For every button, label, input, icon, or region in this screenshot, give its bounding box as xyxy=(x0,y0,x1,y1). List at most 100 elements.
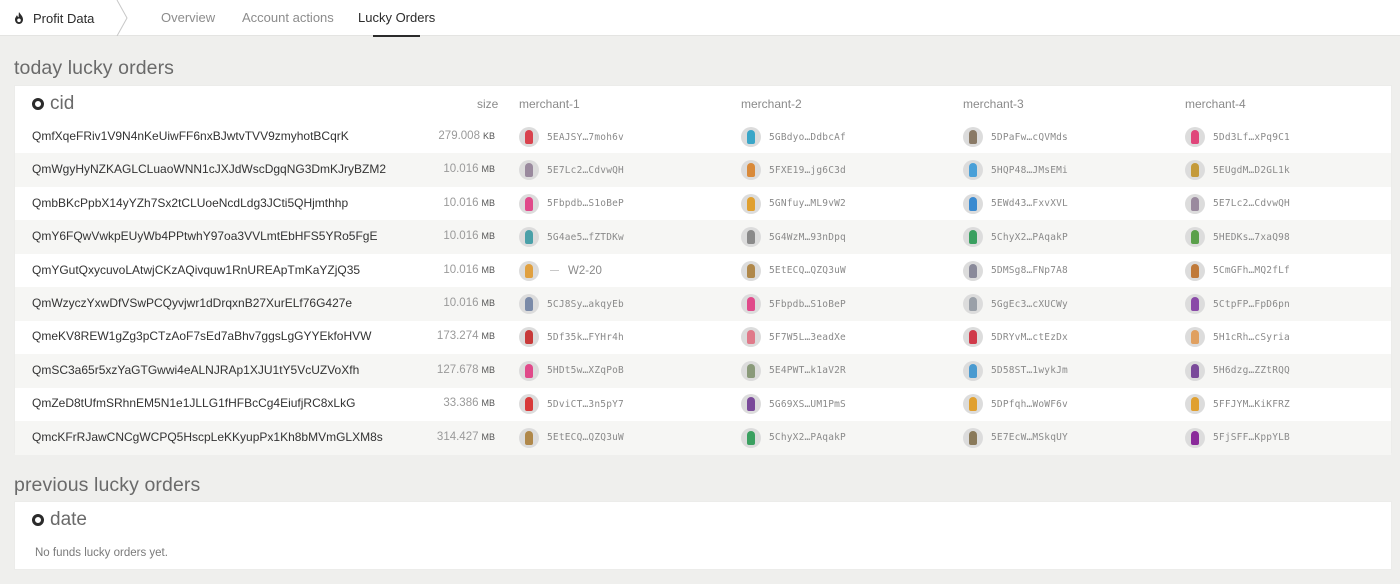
merchant-address[interactable]: 5H1cRh…cSyria xyxy=(1213,331,1290,343)
merchant-address[interactable]: 5E7EcW…MSkqUY xyxy=(991,432,1068,444)
table-row[interactable]: QmWgyHyNZKAGLCLuaoWNN1cJXJdWscDgqNG3DmKJ… xyxy=(15,153,1391,188)
merchant-address[interactable]: 5E7Lc2…CdvwQH xyxy=(547,164,624,176)
cid-link[interactable]: QmSC3a65r5xzYaGTGwwi4eALNJRAp1XJU1tY5VcU… xyxy=(32,362,360,377)
table-row[interactable]: QmZeD8tUfmSRhnEM5N1e1JLLG1fHFBcCg4EiufjR… xyxy=(15,387,1391,421)
merchant-address[interactable]: 5EtECQ…QZQ3uW xyxy=(769,265,846,277)
merchant-3-cell[interactable]: 5DRYvM…ctEzDx xyxy=(963,320,1068,354)
merchant-address[interactable]: 5G4WzM…93nDpq xyxy=(769,231,846,243)
merchant-address[interactable]: 5CmGFh…MQ2fLf xyxy=(1213,265,1290,277)
merchant-1-cell[interactable]: 5EAJSY…7moh6v xyxy=(519,120,624,154)
merchant-address[interactable]: 5GNfuy…ML9vW2 xyxy=(769,198,846,210)
cid-link[interactable]: QmWgyHyNZKAGLCLuaoWNN1cJXJdWscDgqNG3DmKJ… xyxy=(32,162,387,177)
merchant-3-cell[interactable]: 5DPaFw…cQVMds xyxy=(963,120,1068,154)
merchant-1-cell[interactable]: 5EtECQ…QZQ3uW xyxy=(519,421,624,455)
merchant-address[interactable]: 5HQP48…JMsEMi xyxy=(991,164,1068,176)
merchant-address[interactable]: 5DPfqh…WoWF6v xyxy=(991,398,1068,410)
merchant-address[interactable]: 5FjSFF…KppYLB xyxy=(1213,432,1290,444)
merchant-address[interactable]: 5DPaFw…cQVMds xyxy=(991,131,1068,143)
merchant-3-cell[interactable]: 5HQP48…JMsEMi xyxy=(963,153,1068,187)
merchant-address[interactable]: 5G69XS…UM1PmS xyxy=(769,398,846,410)
merchant-2-cell[interactable]: 5ChyX2…PAqakP xyxy=(741,421,846,455)
cid-link[interactable]: QmeKV8REW1gZg3pCTzAoF7sEd7aBhv7ggsLgGYYE… xyxy=(32,329,372,344)
merchant-4-cell[interactable]: 5H1cRh…cSyria xyxy=(1185,320,1290,354)
merchant-2-cell[interactable]: 5G69XS…UM1PmS xyxy=(741,387,846,421)
merchant-3-cell[interactable]: 5E7EcW…MSkqUY xyxy=(963,421,1068,455)
cid-link[interactable]: QmbBKcPpbX14yYZh7Sx2tCLUoeNcdLdg3JCti5QH… xyxy=(32,195,349,210)
merchant-address[interactable]: 5Fbpdb…S1oBeP xyxy=(547,198,624,210)
merchant-4-cell[interactable]: 5FFJYM…KiKFRZ xyxy=(1185,387,1290,421)
merchant-address[interactable]: 5F7W5L…3eadXe xyxy=(769,331,846,343)
cid-link[interactable]: QmYGutQxycuvoLAtwjCKzAQivquw1RnUREApTmKa… xyxy=(32,262,361,277)
merchant-1-cell[interactable]: W2-20 xyxy=(519,254,602,288)
table-row[interactable]: QmcKFrRJawCNCgWCPQ5HscpLeKKyupPx1Kh8bMVm… xyxy=(15,420,1391,455)
merchant-address[interactable]: 5CJ8Sy…akqyEb xyxy=(547,298,624,310)
merchant-address[interactable]: 5DRYvM…ctEzDx xyxy=(991,331,1068,343)
merchant-address[interactable]: 5H6dzg…ZZtRQQ xyxy=(1213,365,1290,377)
merchant-address[interactable]: 5ChyX2…PAqakP xyxy=(769,432,846,444)
merchant-address[interactable]: 5GBdyo…DdbcAf xyxy=(769,131,846,143)
tab-account-actions[interactable]: Account actions xyxy=(242,10,334,25)
merchant-address[interactable]: 5EUgdM…D2GL1k xyxy=(1213,164,1290,176)
merchant-address[interactable]: 5CtpFP…FpD6pn xyxy=(1213,298,1290,310)
merchant-address[interactable]: 5HDt5w…XZqPoB xyxy=(547,365,624,377)
merchant-address[interactable]: 5EWd43…FxvXVL xyxy=(991,198,1068,210)
merchant-3-cell[interactable]: 5DPfqh…WoWF6v xyxy=(963,387,1068,421)
merchant-4-cell[interactable]: 5HEDKs…7xaQ98 xyxy=(1185,220,1290,254)
merchant-address[interactable]: 5E4PWT…k1aV2R xyxy=(769,365,846,377)
merchant-address[interactable]: 5EtECQ…QZQ3uW xyxy=(547,432,624,444)
merchant-1-cell[interactable]: 5E7Lc2…CdvwQH xyxy=(519,153,624,187)
merchant-4-cell[interactable]: 5CmGFh…MQ2fLf xyxy=(1185,254,1290,288)
merchant-4-cell[interactable]: 5H6dzg…ZZtRQQ xyxy=(1185,354,1290,388)
table-row[interactable]: QmY6FQwVwkpEUyWb4PPtwhY97oa3VVLmtEbHFS5Y… xyxy=(15,220,1391,255)
merchant-address[interactable]: 5Df35k…FYHr4h xyxy=(547,331,624,343)
merchant-3-cell[interactable]: 5EWd43…FxvXVL xyxy=(963,187,1068,221)
merchant-1-cell[interactable]: 5G4ae5…fZTDKw xyxy=(519,220,624,254)
merchant-1-cell[interactable]: 5HDt5w…XZqPoB xyxy=(519,354,624,388)
merchant-nickname[interactable]: W2-20 xyxy=(547,265,602,277)
merchant-address[interactable]: 5EAJSY…7moh6v xyxy=(547,131,624,143)
merchant-3-cell[interactable]: 5D58ST…1wykJm xyxy=(963,354,1068,388)
table-row[interactable]: QmbBKcPpbX14yYZh7Sx2tCLUoeNcdLdg3JCti5QH… xyxy=(15,187,1391,221)
merchant-address[interactable]: 5G4ae5…fZTDKw xyxy=(547,231,624,243)
merchant-2-cell[interactable]: 5GBdyo…DdbcAf xyxy=(741,120,846,154)
merchant-2-cell[interactable]: 5G4WzM…93nDpq xyxy=(741,220,846,254)
merchant-4-cell[interactable]: 5FjSFF…KppYLB xyxy=(1185,421,1290,455)
merchant-4-cell[interactable]: 5EUgdM…D2GL1k xyxy=(1185,153,1290,187)
table-row[interactable]: QmSC3a65r5xzYaGTGwwi4eALNJRAp1XJU1tY5VcU… xyxy=(15,353,1391,388)
merchant-1-cell[interactable]: 5Fbpdb…S1oBeP xyxy=(519,187,624,221)
merchant-2-cell[interactable]: 5FXE19…jg6C3d xyxy=(741,153,846,187)
cid-link[interactable]: QmY6FQwVwkpEUyWb4PPtwhY97oa3VVLmtEbHFS5Y… xyxy=(32,229,378,244)
table-row[interactable]: QmYGutQxycuvoLAtwjCKzAQivquw1RnUREApTmKa… xyxy=(15,254,1391,288)
merchant-address[interactable]: 5E7Lc2…CdvwQH xyxy=(1213,198,1290,210)
merchant-address[interactable]: 5ChyX2…PAqakP xyxy=(991,231,1068,243)
merchant-1-cell[interactable]: 5Df35k…FYHr4h xyxy=(519,320,624,354)
merchant-4-cell[interactable]: 5E7Lc2…CdvwQH xyxy=(1185,187,1290,221)
table-row[interactable]: QmWzyczYxwDfVSwPCQyvjwr1dDrqxnB27XurELf7… xyxy=(15,287,1391,321)
merchant-3-cell[interactable]: 5GgEc3…cXUCWy xyxy=(963,287,1068,321)
merchant-2-cell[interactable]: 5E4PWT…k1aV2R xyxy=(741,354,846,388)
table-row[interactable]: QmfXqeFRiv1V9N4nKeUiwFF6nxBJwtvTVV9zmyho… xyxy=(15,120,1391,154)
brand[interactable]: Profit Data xyxy=(14,0,94,36)
tab-overview[interactable]: Overview xyxy=(161,10,216,25)
merchant-4-cell[interactable]: 5CtpFP…FpD6pn xyxy=(1185,287,1290,321)
merchant-address[interactable]: 5DMSg8…FNp7A8 xyxy=(991,265,1068,277)
cid-link[interactable]: QmcKFrRJawCNCgWCPQ5HscpLeKKyupPx1Kh8bMVm… xyxy=(32,429,383,444)
merchant-address[interactable]: 5D58ST…1wykJm xyxy=(991,365,1068,377)
merchant-2-cell[interactable]: 5Fbpdb…S1oBeP xyxy=(741,287,846,321)
cid-link[interactable]: QmWzyczYxwDfVSwPCQyvjwr1dDrqxnB27XurELf7… xyxy=(32,296,353,310)
merchant-address[interactable]: 5GgEc3…cXUCWy xyxy=(991,298,1068,310)
merchant-2-cell[interactable]: 5GNfuy…ML9vW2 xyxy=(741,187,846,221)
merchant-address[interactable]: 5DviCT…3n5pY7 xyxy=(547,398,624,410)
merchant-3-cell[interactable]: 5ChyX2…PAqakP xyxy=(963,220,1068,254)
merchant-2-cell[interactable]: 5EtECQ…QZQ3uW xyxy=(741,254,846,288)
table-row[interactable]: QmeKV8REW1gZg3pCTzAoF7sEd7aBhv7ggsLgGYYE… xyxy=(15,320,1391,354)
cid-link[interactable]: QmfXqeFRiv1V9N4nKeUiwFF6nxBJwtvTVV9zmyho… xyxy=(32,129,349,143)
merchant-address[interactable]: 5FFJYM…KiKFRZ xyxy=(1213,398,1290,410)
merchant-2-cell[interactable]: 5F7W5L…3eadXe xyxy=(741,320,846,354)
tab-lucky-orders[interactable]: Lucky Orders xyxy=(358,0,435,37)
merchant-address[interactable]: 5Fbpdb…S1oBeP xyxy=(769,298,846,310)
merchant-address[interactable]: 5Dd3Lf…xPq9C1 xyxy=(1213,131,1290,143)
merchant-3-cell[interactable]: 5DMSg8…FNp7A8 xyxy=(963,254,1068,288)
merchant-1-cell[interactable]: 5DviCT…3n5pY7 xyxy=(519,387,624,421)
merchant-4-cell[interactable]: 5Dd3Lf…xPq9C1 xyxy=(1185,120,1290,154)
